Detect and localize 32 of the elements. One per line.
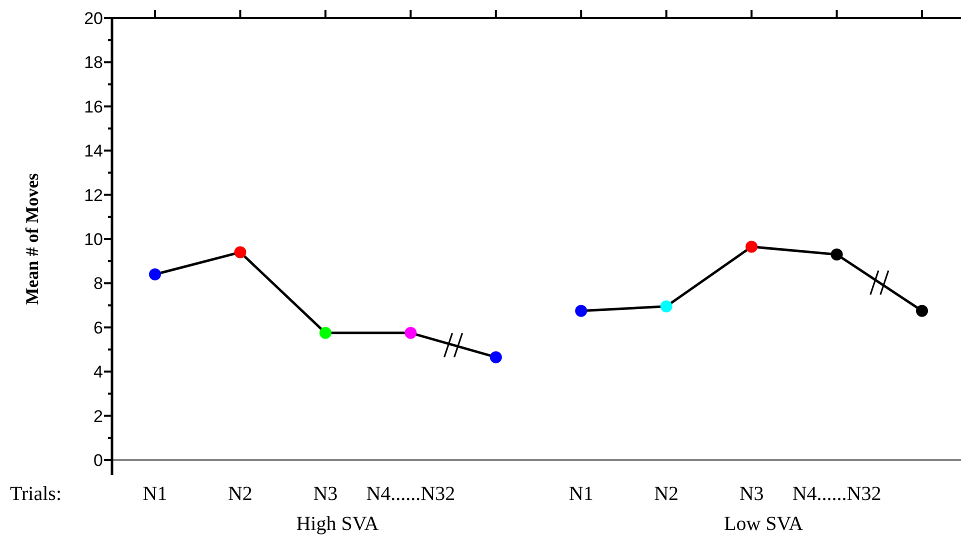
x-tick-label: N4......N32 — [792, 483, 882, 505]
y-tick-label: 2 — [94, 406, 103, 426]
x-tick-label: N2 — [654, 483, 679, 505]
x-tick-label: N3 — [739, 483, 764, 505]
y-axis-title: Mean # of Moves — [22, 173, 42, 305]
y-tick-label: 10 — [84, 230, 103, 249]
point — [149, 268, 161, 280]
y-tick-label: 14 — [84, 142, 103, 161]
point — [830, 248, 843, 260]
x-tick-label: N3 — [313, 483, 338, 505]
x-tick-label: N1 — [568, 483, 594, 505]
point — [490, 351, 502, 364]
y-tick-label: 16 — [84, 97, 103, 116]
point — [660, 300, 672, 312]
y-tick-label: 20 — [84, 8, 103, 28]
point — [916, 304, 928, 317]
text: Low SVA — [724, 513, 804, 535]
y-tick-label: 6 — [94, 318, 103, 338]
point — [746, 240, 758, 253]
y-tick-label: 18 — [84, 53, 103, 72]
y-tick-label: 0 — [94, 450, 103, 470]
x-tick-label: N4......N32 — [366, 483, 456, 505]
point — [404, 326, 417, 339]
x-tick-label: N1 — [142, 483, 168, 505]
text: High SVA — [296, 513, 380, 535]
y-tick-label: 8 — [94, 274, 103, 294]
x-axis-title: Trials: — [10, 483, 62, 505]
y-tick-label: 4 — [94, 362, 103, 382]
y-tick-label: 12 — [84, 186, 103, 205]
point — [319, 326, 332, 339]
x-tick-label: N2 — [228, 483, 252, 505]
point — [234, 246, 246, 258]
